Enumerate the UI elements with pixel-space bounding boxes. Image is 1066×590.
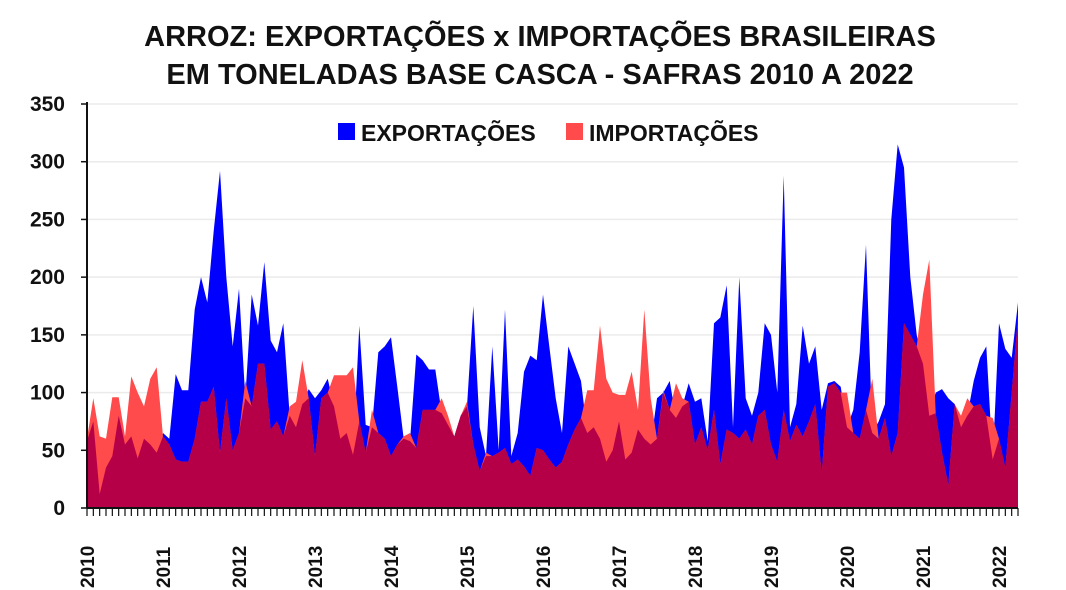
legend-swatch-exports [338,123,355,140]
legend-swatch-imports [566,123,583,140]
x-tick-label: 2020 [838,546,859,588]
x-tick-label: 2016 [534,546,555,588]
x-tick-label: 2013 [306,546,327,588]
x-tick-label: 2017 [610,546,631,588]
y-tick-label: 200 [30,266,65,289]
y-tick-label: 50 [42,439,65,462]
x-tick-label: 2010 [78,546,99,588]
legend-label-exports: EXPORTAÇÕES [361,119,536,146]
y-tick-label: 350 [30,93,65,116]
y-tick-label: 300 [30,151,65,174]
x-tick-label: 2022 [990,546,1011,588]
series-areas [87,144,1018,508]
chart-title-line-2: EM TONELADAS BASE CASCA - SAFRAS 2010 A … [166,59,914,91]
chart-title-line-1: ARROZ: EXPORTAÇÕES x IMPORTAÇÕES BRASILE… [144,21,936,53]
x-tick-label: 2012 [230,546,251,588]
axes: 0 50 100 150 200 250 300 350 2010 2011 2012 2013 201… [30,93,1019,588]
x-tick-label: 2011 [154,546,175,588]
y-tick-label: 150 [30,324,65,347]
y-tick-label: 0 [53,497,65,520]
x-tick-label: 2015 [458,545,479,588]
overlap-area [87,317,1018,508]
x-tick-label: 2018 [686,546,707,588]
legend: EXPORTAÇÕES IMPORTAÇÕES [338,119,759,146]
chart-title: ARROZ: EXPORTAÇÕES x IMPORTAÇÕES BRASILE… [0,18,1066,94]
y-tick-label: 250 [30,208,65,231]
x-tick-label: 2021 [914,545,935,588]
x-tick-label: 2014 [382,545,403,588]
x-tick-label: 2019 [762,546,783,588]
legend-label-imports: IMPORTAÇÕES [589,119,759,146]
y-tick-label: 100 [30,382,65,405]
